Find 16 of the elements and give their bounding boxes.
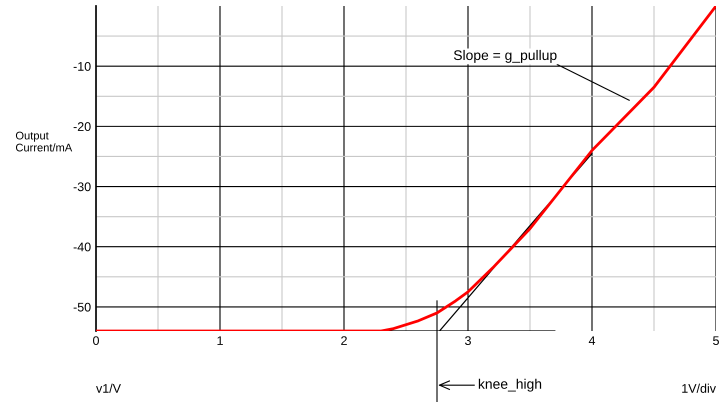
x-axis-title: v1/V — [96, 384, 121, 393]
y-tick-label: -20 — [74, 122, 91, 132]
y-tick-label: -50 — [74, 302, 91, 312]
x-tick-label: 0 — [93, 336, 99, 346]
text: 1V/div — [682, 384, 716, 393]
x-tick-label: 5 — [713, 336, 719, 346]
y-tick-label: -30 — [74, 182, 91, 192]
x-tick-label: 4 — [588, 336, 596, 345]
y-tick-label: -40 — [74, 242, 91, 252]
text: knee_high — [478, 378, 542, 392]
annotation: Slope = g_pullup — [454, 50, 557, 63]
x-tick-label: 1 — [217, 336, 223, 345]
x-tick-label: 3 — [465, 336, 471, 346]
x-tick-label: 2 — [341, 336, 347, 345]
y-axis-title: Output Current/mA — [16, 132, 72, 152]
y-tick-label: -10 — [74, 62, 91, 71]
